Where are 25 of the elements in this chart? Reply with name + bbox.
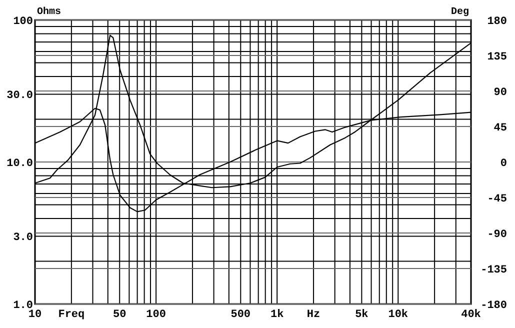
y2-tick-label: -135 — [480, 264, 508, 276]
x-tick-label: 40k — [461, 309, 482, 321]
y2-axis-title: Deg — [450, 7, 469, 18]
x-tick-label: 500 — [230, 309, 251, 321]
x-tick-label: 50 — [113, 309, 126, 321]
x-tick-label: Freq — [58, 309, 85, 321]
x-tick-label: 10 — [28, 309, 42, 321]
x-tick-label: 5k — [355, 309, 369, 321]
y2-tick-label: 180 — [487, 16, 507, 28]
y-tick-label: 3.0 — [13, 232, 33, 244]
y-axis-title: Ohms — [37, 6, 62, 18]
y2-tick-label: 90 — [494, 87, 507, 99]
y2-tick-label: 135 — [487, 52, 508, 64]
y2-tick-label: 0 — [500, 158, 507, 170]
x-tick-label: 10k — [388, 309, 408, 321]
x-tick-label: Hz — [306, 309, 320, 321]
x-tick-label: 1k — [270, 309, 284, 321]
y2-tick-label: 45 — [494, 122, 508, 134]
y-tick-label: 30.0 — [6, 90, 33, 102]
y2-tick-label: -45 — [487, 194, 508, 206]
y2-tick-label: -180 — [480, 300, 507, 312]
y-tick-label: 10.0 — [6, 158, 33, 170]
y2-tick-label: -90 — [487, 229, 507, 241]
y-tick-label: 100 — [13, 16, 33, 28]
x-tick-label: 100 — [146, 309, 166, 321]
